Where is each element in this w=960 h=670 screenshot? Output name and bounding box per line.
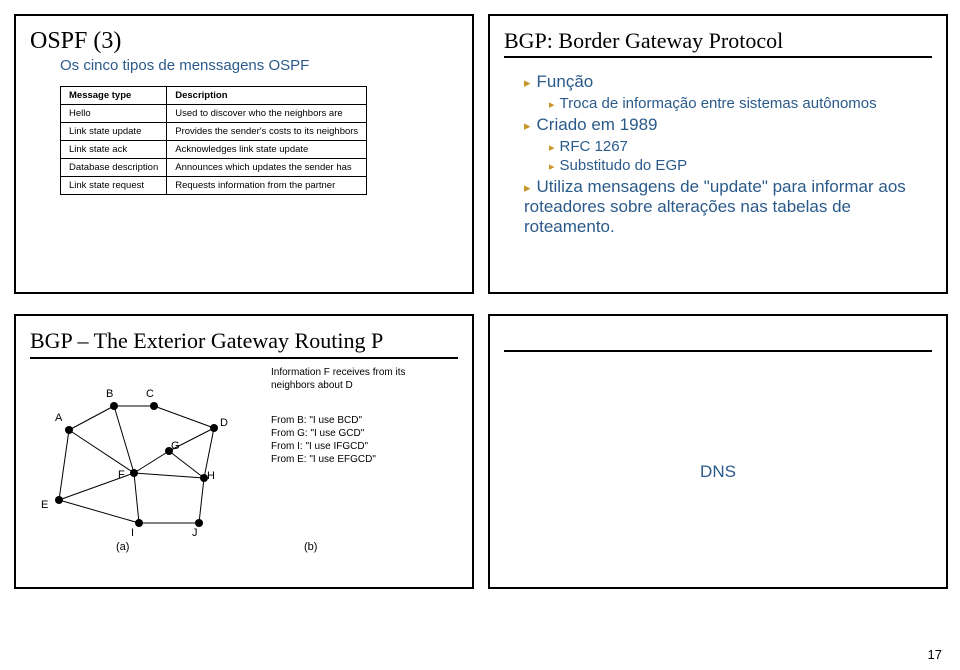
slide-dns: DNS (488, 314, 948, 589)
bullet-item: Criado em 1989 (524, 115, 932, 135)
table-header: Message type (61, 87, 167, 105)
table-cell: Acknowledges link state update (167, 141, 367, 159)
title-rule (504, 56, 932, 58)
graph-node-label: A (55, 412, 62, 424)
table-header: Description (167, 87, 367, 105)
table-cell: Link state request (61, 177, 167, 195)
table-cell: Link state ack (61, 141, 167, 159)
label-a: (a) (116, 541, 129, 553)
title-rule (30, 357, 458, 359)
bullet-item: Substitudo do EGP (549, 157, 932, 174)
graph-node-label: F (118, 469, 125, 481)
table-cell: Hello (61, 105, 167, 123)
slide-title: BGP: Border Gateway Protocol (504, 28, 932, 54)
title-rule (504, 350, 932, 352)
graph-node-label: I (131, 527, 134, 539)
graph-node-label: B (106, 388, 113, 400)
graph-node (135, 519, 143, 527)
graph-node-label: J (192, 527, 198, 539)
network-graph: A B C D E F G H I J (40, 384, 280, 539)
bullet-item: Troca de informação entre sistemas autôn… (549, 95, 932, 112)
slide-bgp: BGP: Border Gateway Protocol Função Troca… (488, 14, 948, 294)
graph-node (110, 402, 118, 410)
info-routes: From B: "I use BCD"From G: "I use GCD"Fr… (271, 414, 376, 466)
graph-node (55, 496, 63, 504)
slide-subtitle: Os cinco tipos de menssagens OSPF (60, 57, 458, 74)
table-cell: Link state update (61, 123, 167, 141)
info-line: From E: "I use EFGCD" (271, 453, 376, 466)
bullet-item: Utiliza mensagens de "update" para infor… (524, 177, 932, 237)
graph-node (150, 402, 158, 410)
table-cell: Provides the sender's costs to its neigh… (167, 123, 367, 141)
slide-title: BGP – The Exterior Gateway Routing P (30, 328, 458, 354)
bullet-item: RFC 1267 (549, 138, 932, 155)
graph-node-label: G (171, 440, 180, 452)
graph-node-label: D (220, 417, 228, 429)
bullet-item: Função (524, 72, 932, 92)
slide-title: OSPF (3) (30, 28, 458, 55)
graph-node (210, 424, 218, 432)
graph-node (130, 469, 138, 477)
info-header: Information F receives from its neighbor… (271, 366, 411, 392)
ospf-message-table: Message type Description HelloUsed to di… (60, 86, 367, 195)
graph-node-label: C (146, 388, 154, 400)
graph-node-label: H (207, 470, 215, 482)
graph-node (195, 519, 203, 527)
page-number: 17 (928, 647, 942, 662)
info-line: From I: "I use IFGCD" (271, 440, 376, 453)
graph-node (65, 426, 73, 434)
slide-ospf: OSPF (3) Os cinco tipos de menssagens OS… (14, 14, 474, 294)
table-cell: Announces which updates the sender has (167, 159, 367, 177)
graph-node-label: E (41, 499, 48, 511)
info-line: From G: "I use GCD" (271, 427, 376, 440)
bgp-bullet-list: Função Troca de informação entre sistemas… (504, 72, 932, 237)
graph-edges (40, 384, 280, 539)
dns-text: DNS (504, 462, 932, 482)
table-cell: Requests information from the partner (167, 177, 367, 195)
slide-bgp-exterior: BGP – The Exterior Gateway Routing P A B C… (14, 314, 474, 589)
info-line: From B: "I use BCD" (271, 414, 376, 427)
table-cell: Database description (61, 159, 167, 177)
label-b: (b) (304, 541, 317, 553)
table-cell: Used to discover who the neighbors are (167, 105, 367, 123)
